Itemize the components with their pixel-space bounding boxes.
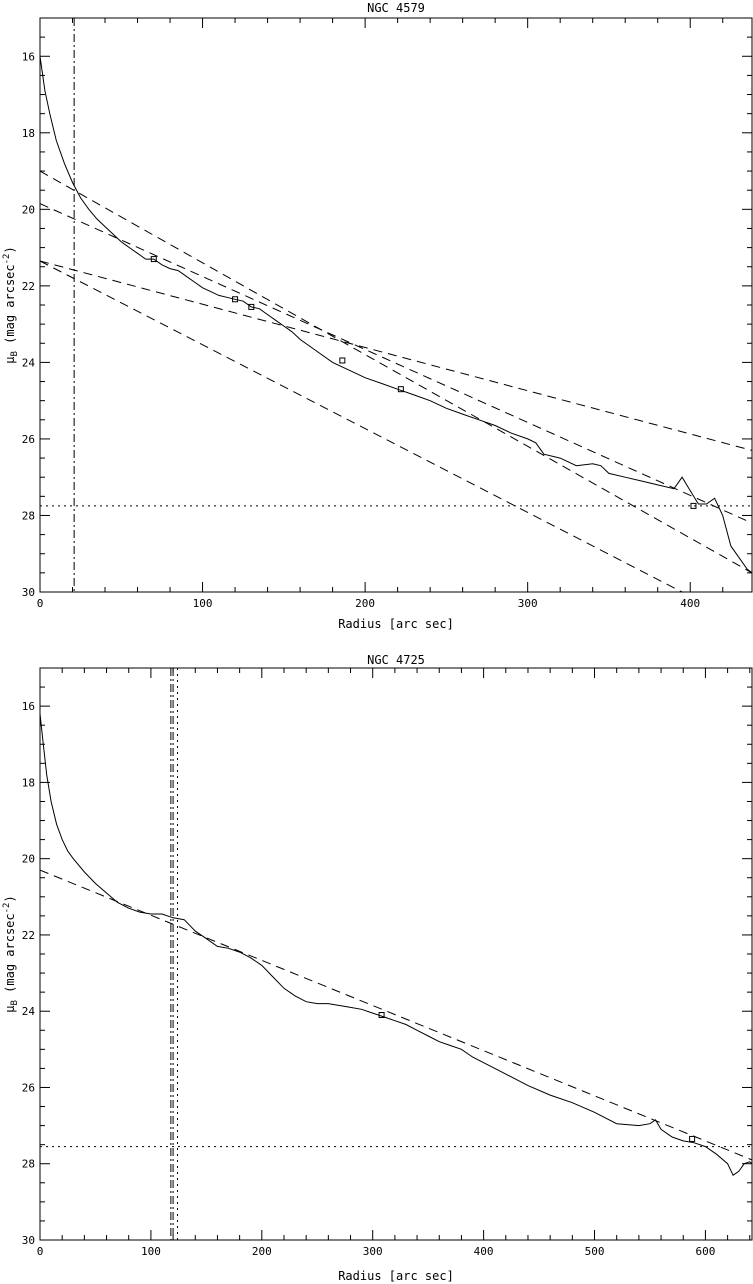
fit-line (40, 260, 752, 451)
y-tick-label: 16 (22, 50, 35, 63)
y-axis-label-part: ) (3, 895, 17, 902)
x-tick-label: 300 (363, 1245, 383, 1258)
fit-line (40, 869, 752, 1161)
data-marker (690, 502, 697, 509)
chart-ngc4725: NGC 4725 0 100 200 300 400 500 600 16 18 20 22 24 26 2… (2, 653, 753, 1283)
fit-line (40, 203, 752, 524)
y-tick-label: 16 (22, 700, 35, 713)
data-area (40, 18, 752, 592)
profile-line (40, 56, 752, 574)
y-axis-label-part: μ (3, 356, 17, 363)
y-tick-label: 30 (22, 586, 35, 599)
y-tick-label: 26 (22, 433, 35, 446)
y-tick-label: 30 (22, 1234, 35, 1247)
data-area (40, 668, 752, 1240)
x-axis-label: Radius [arc sec] (338, 617, 454, 631)
y-tick-label: 20 (22, 853, 35, 866)
x-tick-label: 300 (518, 597, 538, 610)
chart-title: NGC 4725 (367, 653, 425, 667)
data-marker (232, 296, 239, 303)
data-marker (339, 357, 346, 364)
x-tick-label: 200 (252, 1245, 272, 1258)
x-tick-label: 400 (680, 597, 700, 610)
y-axis-label-part: -2 (2, 903, 12, 914)
x-tick-label: 500 (585, 1245, 605, 1258)
y-axis-label-part: -2 (2, 254, 12, 265)
y-axis-label-part: μ (3, 1005, 17, 1012)
data-marker (378, 1012, 385, 1019)
y-tick-label: 22 (22, 929, 35, 942)
data-marker (689, 1135, 696, 1142)
y-axis-label: μB (mag arcsec-2) (2, 895, 20, 1012)
x-tick-label: 0 (37, 1245, 44, 1258)
x-tick-label: 200 (355, 597, 375, 610)
y-axis-label-part: B (10, 351, 20, 356)
y-tick-label: 18 (22, 127, 35, 140)
y-axis-label-part: (mag arcsec (3, 913, 17, 1000)
y-axis-label-part: (mag arcsec (3, 264, 17, 351)
y-tick-label: 24 (22, 356, 36, 369)
chart-title: NGC 4579 (367, 1, 425, 15)
y-tick-label: 28 (22, 1158, 35, 1171)
y-tick-label: 24 (22, 1005, 36, 1018)
y-tick-label: 26 (22, 1081, 35, 1094)
y-axis-label: μB (mag arcsec-2) (2, 246, 20, 363)
data-marker (248, 303, 255, 310)
x-tick-label: 0 (37, 597, 44, 610)
fit-line (40, 170, 752, 574)
x-tick-label: 400 (474, 1245, 494, 1258)
profile-line (40, 713, 752, 1176)
data-marker (397, 386, 404, 393)
x-tick-label: 100 (193, 597, 213, 610)
y-tick-label: 28 (22, 509, 35, 522)
fit-line (40, 260, 683, 592)
y-axis-label-part: B (10, 1000, 20, 1005)
y-tick-label: 18 (22, 776, 35, 789)
x-tick-label: 100 (141, 1245, 161, 1258)
chart-ngc4579: NGC 4579 0 100 200 300 400 16 18 20 22 24 26 28 30 Rad… (2, 1, 753, 631)
y-tick-label: 20 (22, 203, 35, 216)
data-marker (150, 256, 157, 263)
x-tick-label: 600 (695, 1245, 715, 1258)
y-tick-label: 22 (22, 280, 35, 293)
y-axis-label-part: ) (3, 246, 17, 253)
x-axis-label: Radius [arc sec] (338, 1269, 454, 1283)
plot-frame (39, 667, 753, 1241)
